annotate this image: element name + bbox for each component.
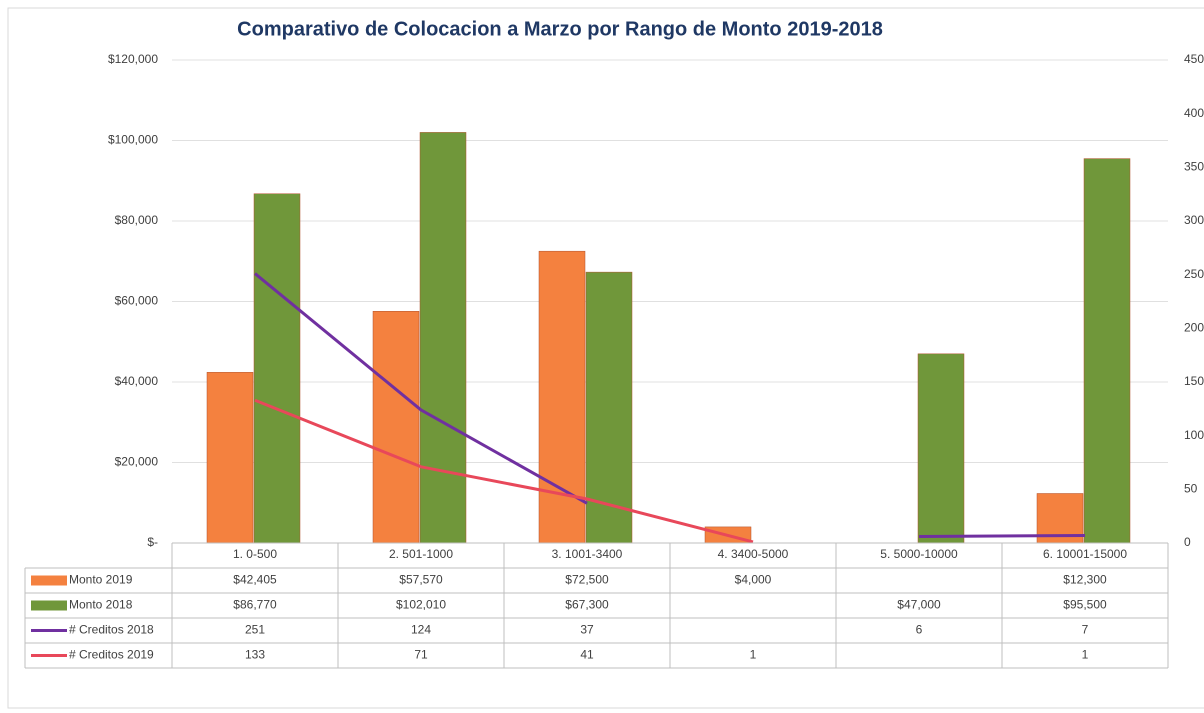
table-cell: $12,300 xyxy=(1063,573,1107,587)
table-cell: 41 xyxy=(580,648,594,662)
y2-tick-label: 150 xyxy=(1184,374,1204,388)
y-tick-label: $80,000 xyxy=(115,213,159,227)
table-cell: 37 xyxy=(580,623,594,637)
line-series xyxy=(254,272,588,505)
y2-tick-label: 250 xyxy=(1184,267,1204,281)
table-cell: 7 xyxy=(1082,623,1089,637)
x-tick-label: 3. 1001-3400 xyxy=(552,547,623,561)
chart-border xyxy=(7,7,1204,709)
line-series xyxy=(918,533,1086,539)
table-cell: $47,000 xyxy=(897,598,941,612)
bar xyxy=(585,271,633,544)
y-tick-label: $100,000 xyxy=(108,133,158,147)
table-cell: $42,405 xyxy=(233,573,277,587)
bar xyxy=(419,132,467,544)
table-cell: $95,500 xyxy=(1063,598,1107,612)
legend-label: # Creditos 2018 xyxy=(69,623,154,637)
bar xyxy=(372,311,420,544)
x-tick-label: 5. 5000-10000 xyxy=(880,547,958,561)
x-tick-label: 6. 10001-15000 xyxy=(1043,547,1127,561)
bar xyxy=(253,193,301,544)
table-cell: 251 xyxy=(245,623,265,637)
y2-tick-label: 400 xyxy=(1184,106,1204,120)
y2-tick-label: 200 xyxy=(1184,321,1204,335)
y2-tick-label: 100 xyxy=(1184,428,1204,442)
table-cell: 133 xyxy=(245,648,265,662)
bar xyxy=(206,372,254,544)
y-tick-label: $20,000 xyxy=(115,455,159,469)
table-cell: $86,770 xyxy=(233,598,277,612)
chart-title: Comparativo de Colocacion a Marzo por Ra… xyxy=(237,18,883,40)
y2-tick-label: 0 xyxy=(1184,535,1191,549)
legend-label: # Creditos 2019 xyxy=(69,648,154,662)
y-tick-label: $40,000 xyxy=(115,374,159,388)
table-cell: $72,500 xyxy=(565,573,609,587)
table-cell: 71 xyxy=(414,648,428,662)
table-cell: 1 xyxy=(1082,648,1089,662)
x-tick-label: 4. 3400-5000 xyxy=(718,547,789,561)
legend-label: Monto 2018 xyxy=(69,598,133,612)
y2-tick-label: 350 xyxy=(1184,160,1204,174)
x-tick-label: 1. 0-500 xyxy=(233,547,277,561)
x-tick-label: 2. 501-1000 xyxy=(389,547,453,561)
table-cell: 6 xyxy=(916,623,923,637)
y2-tick-label: 450 xyxy=(1184,52,1204,66)
y-tick-label: $- xyxy=(147,535,158,549)
table-cell: 1 xyxy=(750,648,757,662)
legend-label: Monto 2019 xyxy=(69,573,133,587)
legend-swatch xyxy=(31,575,67,586)
y-tick-label: $60,000 xyxy=(115,294,159,308)
bar xyxy=(1083,158,1131,544)
y2-tick-label: 50 xyxy=(1184,482,1198,496)
y-tick-label: $120,000 xyxy=(108,52,158,66)
line-series xyxy=(254,398,754,544)
table-cell: $102,010 xyxy=(396,598,446,612)
table-cell: $57,570 xyxy=(399,573,443,587)
bar xyxy=(917,353,965,544)
legend-swatch xyxy=(31,600,67,611)
table-cell: 124 xyxy=(411,623,431,637)
table-cell: $67,300 xyxy=(565,598,609,612)
table-cell: $4,000 xyxy=(735,573,772,587)
y2-tick-label: 300 xyxy=(1184,213,1204,227)
